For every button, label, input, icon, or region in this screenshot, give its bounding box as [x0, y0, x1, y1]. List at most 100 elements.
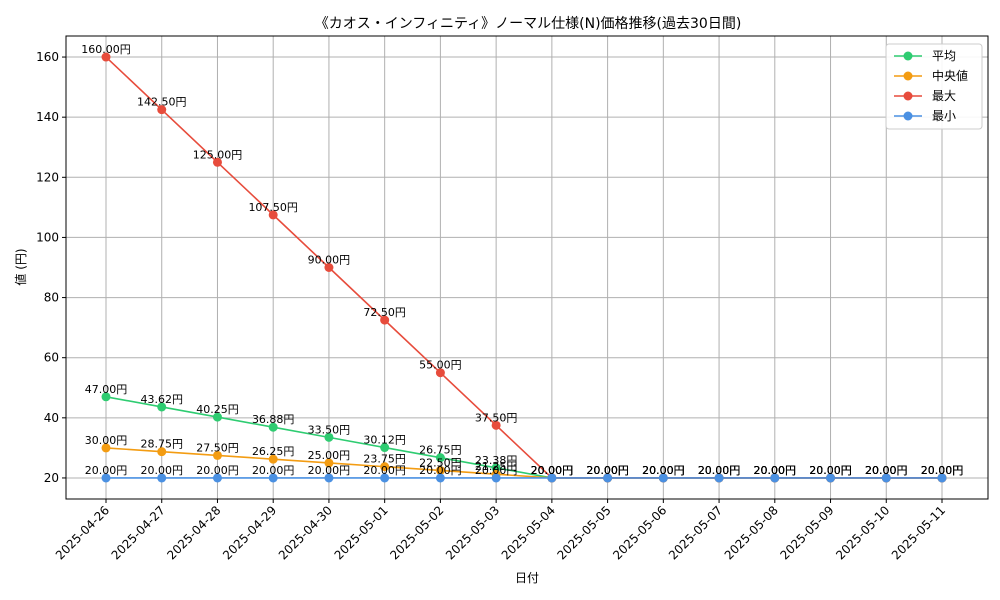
x-tick-label: 2025-04-27 — [109, 503, 168, 562]
data-label: 20.00円 — [754, 464, 797, 477]
legend-entry: 最小 — [932, 109, 956, 123]
data-label: 20.00円 — [921, 464, 964, 477]
data-point — [268, 473, 278, 483]
data-label: 20.00円 — [698, 464, 741, 477]
data-label: 20.00円 — [865, 464, 908, 477]
data-label: 20.00円 — [754, 464, 797, 477]
y-tick-label: 40 — [44, 411, 59, 425]
data-point — [881, 473, 891, 483]
legend-entry: 平均 — [932, 49, 956, 63]
data-label: 20.00円 — [586, 464, 629, 477]
series-layer — [101, 52, 947, 483]
data-point — [714, 473, 724, 483]
data-label: 47.00円 — [85, 383, 128, 396]
data-point — [380, 473, 390, 483]
grid-lines — [66, 36, 988, 499]
x-tick-label: 2025-05-01 — [332, 503, 391, 562]
data-label: 20.00円 — [865, 464, 908, 477]
data-point — [157, 473, 167, 483]
data-point — [101, 443, 111, 453]
x-tick-label: 2025-05-05 — [555, 503, 614, 562]
data-label: 21.25円 — [475, 460, 518, 473]
data-label: 20.00円 — [809, 464, 852, 477]
data-label: 20.00円 — [586, 464, 629, 477]
data-point — [491, 473, 501, 483]
data-point — [268, 422, 278, 432]
y-axis-ticks: 20 40 60 80 100 120 140 160 — [36, 50, 66, 485]
x-tick-label: 2025-05-03 — [443, 503, 502, 562]
data-label: 20.00円 — [531, 464, 574, 477]
legend-box — [885, 43, 983, 130]
data-point — [547, 473, 557, 483]
data-label: 20.00円 — [642, 464, 685, 477]
data-point — [435, 368, 445, 378]
data-point — [268, 210, 278, 220]
y-tick-label: 60 — [44, 351, 59, 365]
x-tick-label: 2025-04-28 — [164, 503, 223, 562]
x-tick-label: 2025-04-26 — [53, 503, 112, 562]
data-point — [212, 157, 222, 167]
data-label: 20.00円 — [642, 464, 685, 477]
data-label: 23.38円 — [475, 454, 518, 467]
data-label: 25.00円 — [308, 449, 351, 462]
data-point — [937, 473, 947, 483]
data-label: 72.50円 — [363, 306, 406, 319]
y-tick-label: 100 — [36, 230, 59, 244]
data-label: 107.50円 — [248, 201, 298, 214]
data-label: 22.50円 — [419, 456, 462, 469]
data-point — [770, 473, 780, 483]
data-label: 43.62円 — [140, 393, 183, 406]
legend-entry: 最大 — [932, 89, 956, 103]
data-label: 20.00円 — [921, 464, 964, 477]
data-point — [324, 263, 334, 272]
data-label: 20.00円 — [363, 464, 406, 477]
y-tick-label: 80 — [44, 291, 59, 305]
data-point — [380, 443, 390, 453]
data-point — [212, 412, 222, 422]
data-label: 36.88円 — [252, 413, 295, 426]
data-label: 90.00円 — [308, 254, 351, 267]
data-point — [324, 432, 334, 442]
data-point — [324, 473, 334, 483]
chart-title: 《カオス・インフィニティ》ノーマル仕様(N)価格推移(過去30日間) — [315, 16, 742, 32]
data-label: 20.00円 — [531, 464, 574, 477]
data-point — [157, 447, 167, 457]
legend-swatch-marker — [903, 71, 913, 81]
data-label: 20.00円 — [809, 464, 852, 477]
data-point — [435, 453, 445, 463]
y-tick-label: 120 — [36, 170, 59, 184]
legend-swatch-marker — [903, 51, 913, 61]
data-label: 20.00円 — [642, 464, 685, 477]
data-point — [157, 105, 167, 115]
data-point — [491, 463, 501, 473]
data-point — [324, 458, 334, 468]
data-label: 20.00円 — [531, 464, 574, 477]
plot-area-frame — [65, 35, 989, 500]
legend-entry: 中央値 — [932, 68, 968, 83]
data-label: 20.00円 — [586, 464, 629, 477]
x-tick-label: 2025-05-06 — [610, 503, 669, 562]
data-point — [101, 52, 111, 62]
data-label: 125.00円 — [193, 148, 243, 161]
data-label: 40.25円 — [196, 403, 239, 416]
data-point — [268, 454, 278, 464]
data-label: 20.00円 — [698, 464, 741, 477]
x-tick-label: 2025-04-29 — [220, 503, 279, 562]
x-axis-ticks: 2025-04-262025-04-272025-04-282025-04-29… — [53, 499, 948, 562]
data-label: 20.00円 — [140, 464, 183, 477]
data-label: 20.00円 — [308, 464, 351, 477]
data-point — [491, 420, 501, 430]
y-tick-label: 20 — [44, 471, 59, 485]
data-point — [212, 473, 222, 483]
data-label: 20.00円 — [698, 464, 741, 477]
data-label: 20.00円 — [586, 464, 629, 477]
data-label: 20.00円 — [252, 464, 295, 477]
data-label: 20.00円 — [419, 464, 462, 477]
x-tick-label: 2025-05-09 — [777, 503, 836, 562]
data-label: 55.00円 — [419, 359, 462, 372]
x-tick-label: 2025-05-02 — [387, 503, 446, 562]
data-label: 20.00円 — [921, 464, 964, 477]
data-point — [658, 473, 668, 483]
